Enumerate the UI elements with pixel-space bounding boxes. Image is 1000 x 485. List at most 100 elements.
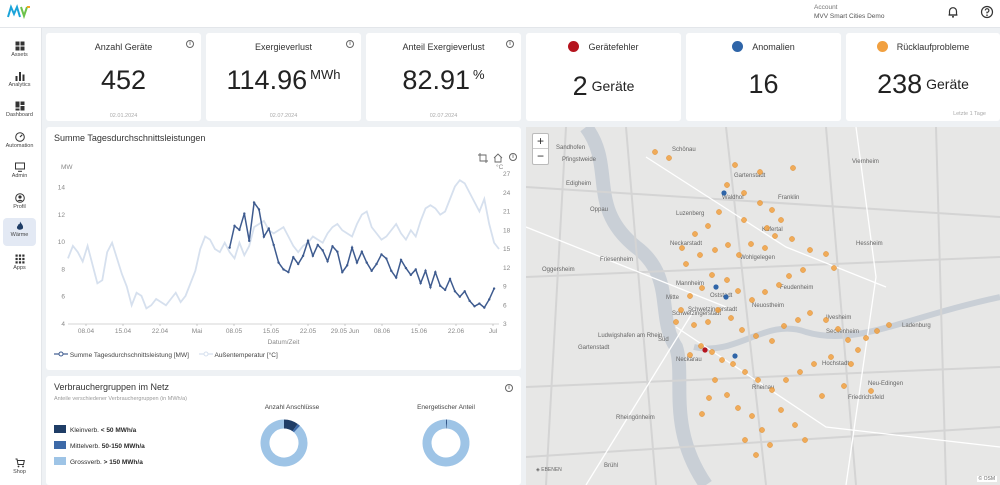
legend-temp[interactable]: Außentemperatur [°C] — [199, 351, 278, 359]
info-icon[interactable]: i — [505, 384, 513, 392]
data-point-power — [360, 250, 364, 253]
device-marker-return-problem — [749, 297, 755, 303]
zoom-in-button[interactable]: + — [533, 134, 548, 149]
line-chart-card: Summe Tagesdurchschnittsleistungen i 4 6 8… — [46, 127, 521, 370]
device-marker-return-problem — [753, 333, 759, 339]
data-point-power — [331, 245, 334, 248]
device-marker-return-problem — [807, 247, 813, 253]
sidebar-item-shop[interactable]: Shop — [3, 455, 36, 483]
device-marker-return-problem — [666, 155, 672, 161]
map-label: Seckenheim — [826, 329, 859, 335]
data-point-power — [292, 255, 295, 259]
donut-slice — [260, 419, 308, 467]
sidebar-item-label: Assets — [11, 52, 28, 58]
data-point-power — [326, 260, 329, 263]
info-icon[interactable]: i — [509, 153, 517, 161]
donut-chart-connections[interactable] — [260, 419, 308, 467]
map-label: Sandhofen — [556, 145, 585, 151]
map-attribution[interactable]: © OSM — [976, 476, 997, 482]
info-icon[interactable]: i — [506, 40, 514, 48]
map-label: Friesenheim — [600, 257, 633, 263]
device-marker-return-problem — [683, 261, 689, 267]
data-point-power — [439, 284, 442, 288]
info-icon[interactable]: i — [346, 40, 354, 48]
device-marker-return-problem — [757, 169, 763, 175]
kpi-card-anomalies[interactable]: Anomalien 16 — [686, 33, 841, 121]
data-point-power — [267, 227, 271, 230]
sidebar-item-apps[interactable]: Apps — [3, 251, 36, 279]
sidebar-item-automation[interactable]: Automation — [3, 129, 36, 157]
map-label: Hessheim — [856, 241, 883, 247]
device-marker-return-problem — [789, 236, 795, 242]
zoom-controls: + − — [532, 133, 549, 165]
sidebar-item-label: Dashboard — [6, 112, 33, 118]
device-marker-return-problem — [863, 335, 869, 341]
donut-chart-energy[interactable] — [422, 419, 470, 467]
device-marker-return-problem — [705, 319, 711, 325]
section-subtitle: Anteile verschiedener Verbrauchergruppen… — [54, 396, 187, 402]
zoom-out-button[interactable]: − — [536, 149, 544, 163]
device-marker-return-problem — [841, 383, 847, 389]
x-tick-label: 22.05 — [300, 328, 317, 335]
device-marker-return-problem — [705, 223, 711, 229]
data-point-power — [370, 269, 373, 273]
data-point-power — [248, 239, 251, 243]
device-marker-return-problem — [699, 285, 705, 291]
consumer-groups-card: Verbrauchergruppen im Netz Anteile versc… — [46, 376, 521, 485]
info-icon[interactable]: i — [186, 40, 194, 48]
y-right-unit: °C — [496, 163, 504, 171]
sidebar-item-profil[interactable]: Profil — [3, 190, 36, 218]
kpi-unit: Geräte — [591, 78, 635, 94]
donut-slice — [422, 419, 470, 467]
device-marker-return-problem — [673, 319, 679, 325]
donut-title-connections: Anzahl Anschlüsse — [264, 404, 320, 411]
data-point-power — [448, 277, 452, 281]
legend-item-large[interactable]: Grossverb. > 150 MWh/a — [54, 457, 145, 473]
data-point-power — [316, 243, 319, 247]
device-marker-return-problem — [699, 411, 705, 417]
grid-icon — [15, 41, 24, 51]
legend-marker-temp — [199, 351, 213, 357]
sidebar-item-label: Analytics — [8, 82, 31, 88]
legend-item-medium[interactable]: Mittelverb. 50-150 MWh/a — [54, 441, 145, 457]
device-marker-return-problem — [778, 407, 784, 413]
sidebar-item-dashboard[interactable]: Dashboard — [3, 98, 36, 126]
data-point-power — [365, 261, 368, 264]
bell-icon[interactable] — [946, 5, 960, 19]
map-canvas[interactable]: Sandhofen Schönau Viernheim Pfingstweide Gar… — [526, 127, 1000, 485]
map-label: Ilvesheim — [826, 315, 851, 321]
map-label: Neu-Edingen — [868, 381, 903, 387]
legend-item-small[interactable]: Kleinverb. < 50 MWh/a — [54, 425, 145, 441]
sidebar-item-admin[interactable]: Admin — [3, 159, 36, 187]
kpi-title: Exergieverlust — [254, 42, 313, 52]
sidebar-item-assets[interactable]: Assets — [3, 38, 36, 66]
map-label: Luzenberg — [676, 211, 704, 217]
network-map[interactable]: Sandhofen Schönau Viernheim Pfingstweide Gar… — [526, 127, 1000, 485]
account-info[interactable]: Account MVV Smart Cities Demo — [814, 3, 884, 21]
mvv-logo[interactable] — [7, 4, 31, 20]
sidebar-item-analytics[interactable]: Analytics — [3, 68, 36, 96]
legend-power[interactable]: Summe Tagesdurchschnittsleistung [MW] — [54, 351, 189, 359]
status-dot — [568, 41, 580, 52]
device-marker-return-problem — [795, 317, 801, 323]
x-axis-label: Datum/Zeit — [268, 339, 300, 346]
sidebar-item-label: Admin — [11, 173, 28, 179]
sidebar-item-waerme[interactable]: Wärme — [3, 218, 36, 246]
data-point-power — [355, 261, 359, 264]
x-tick-label: 15.05 — [263, 328, 280, 335]
device-marker-return-problem — [786, 273, 792, 279]
layers-button[interactable]: ◈ EBENEN — [536, 467, 562, 473]
map-label: Edigheim — [566, 181, 591, 187]
map-label: Brühl — [604, 463, 618, 469]
crop-icon[interactable] — [478, 153, 488, 163]
home-icon[interactable] — [493, 153, 503, 163]
donut-slice — [292, 423, 301, 433]
help-icon[interactable] — [980, 5, 994, 19]
line-chart[interactable]: 4 6 8 10 12 14 3 6 9 12 15 18 21 24 27 MW °C 08.04 15.04 22… — [46, 127, 521, 370]
map-label: Oststadt — [710, 293, 733, 299]
kpi-card-return-problems[interactable]: Rücklaufprobleme 238 Geräte Letzte 1 Tage — [846, 33, 1000, 121]
data-point-power — [287, 270, 290, 274]
device-marker-return-problem — [783, 377, 789, 383]
data-point-power — [390, 269, 393, 273]
